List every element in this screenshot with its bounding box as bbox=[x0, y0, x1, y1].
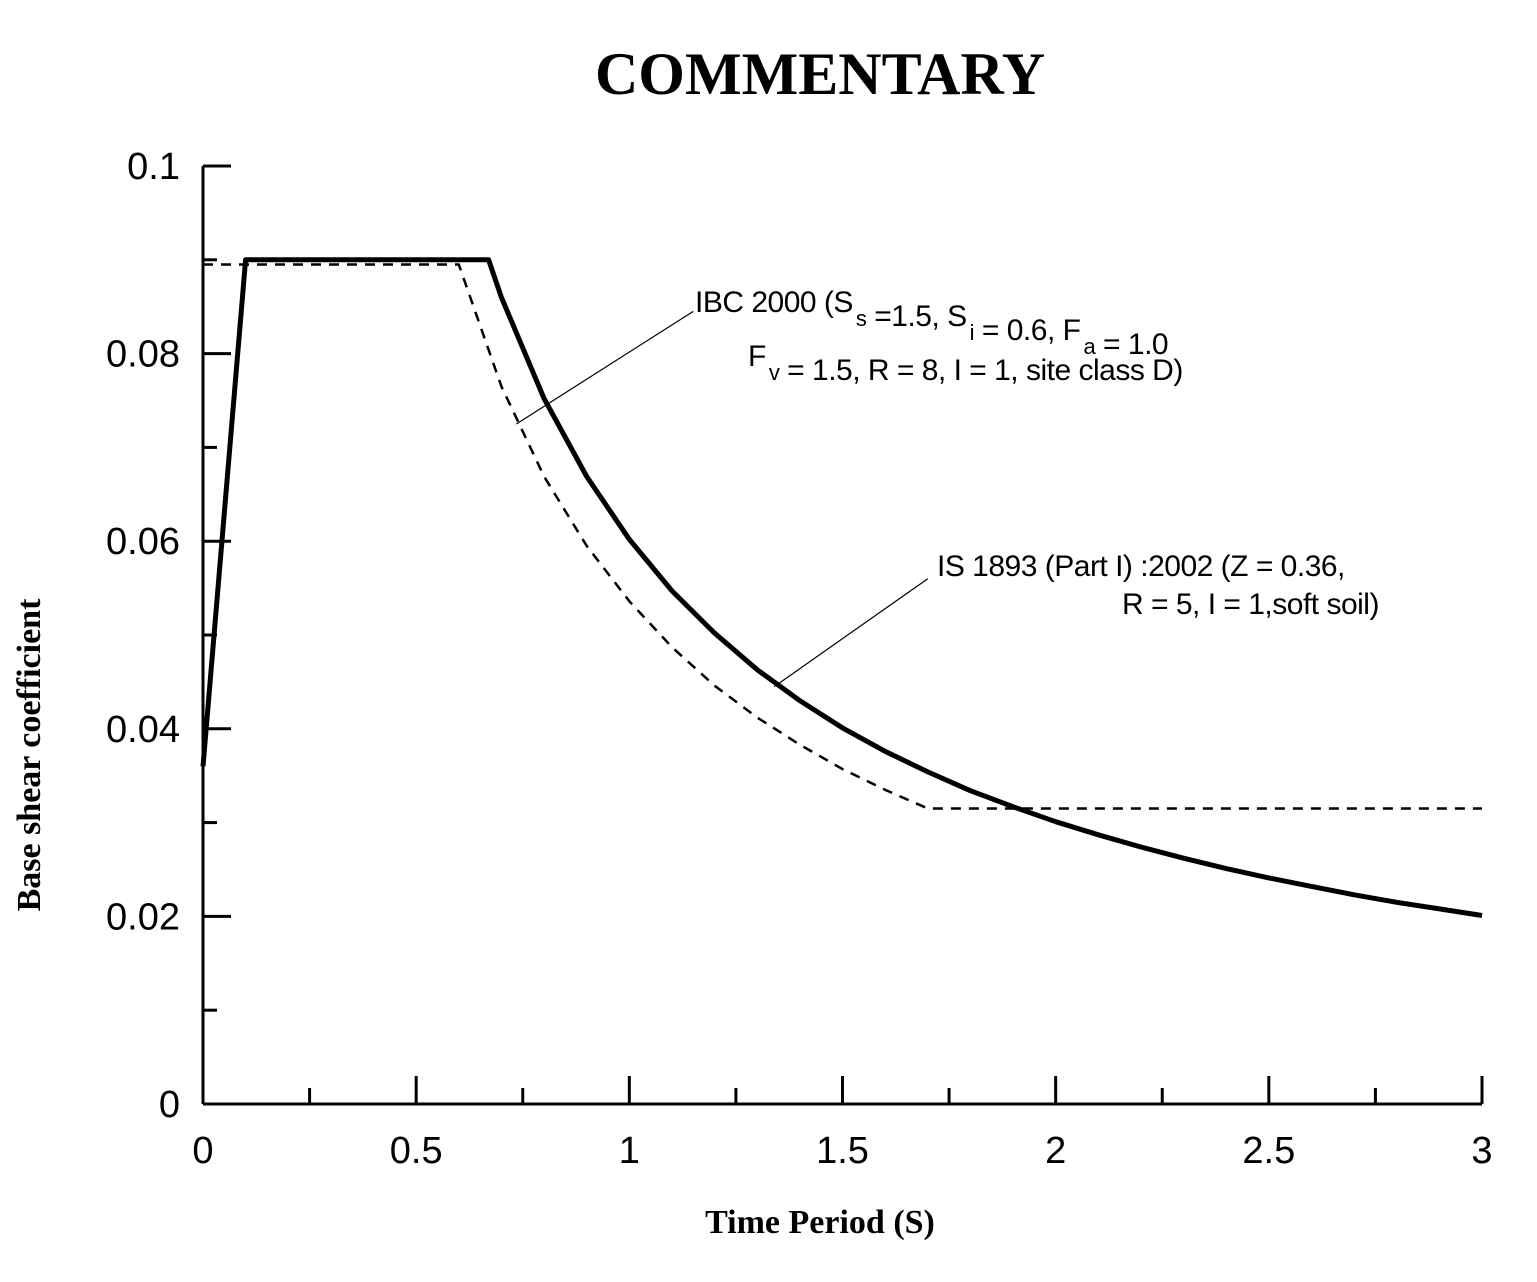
subscript: v bbox=[769, 360, 780, 385]
annotation-text-run: IS 1893 (Part I) :2002 (Z = 0.36, bbox=[937, 550, 1345, 583]
chart-title: COMMENTARY bbox=[595, 41, 1045, 107]
annotation-leader-line bbox=[773, 578, 929, 688]
y-tick-label: 0.02 bbox=[106, 896, 180, 938]
y-axis-label: Base shear coefficient bbox=[11, 598, 48, 912]
x-tick-label: 2.5 bbox=[1242, 1130, 1295, 1172]
y-tick-label: 0.04 bbox=[106, 709, 180, 751]
x-axis-label: Time Period (S) bbox=[705, 1204, 935, 1241]
annotation-leader-line bbox=[516, 310, 694, 425]
x-tick-label: 0 bbox=[192, 1130, 213, 1172]
tick-labels: 0 0.02 0.04 0.06 0.08 0.1 0 0.5 1 1.5 2 2.5 3 bbox=[106, 146, 1493, 1172]
y-tick-label: 0.08 bbox=[106, 334, 180, 376]
dashed-series-line bbox=[203, 263, 1482, 810]
x-tick-label: 0.5 bbox=[390, 1130, 443, 1172]
y-tick-label: 0.06 bbox=[106, 521, 180, 563]
subscript: s bbox=[856, 306, 867, 331]
x-tick-label: 1 bbox=[619, 1130, 640, 1172]
annotation-is1893-line1: IS 1893 (Part I) :2002 (Z = 0.36, bbox=[937, 550, 1345, 583]
x-tick-label: 3 bbox=[1471, 1130, 1492, 1172]
annotation-is1893-line2: R = 5, I = 1,soft soil) bbox=[1122, 588, 1379, 621]
subscript: a bbox=[1083, 334, 1096, 359]
annotation-text-run: = 1.0 bbox=[1095, 328, 1168, 361]
y-tick-label: 0 bbox=[159, 1084, 180, 1126]
subscript: i bbox=[970, 320, 974, 345]
ticks bbox=[201, 164, 1484, 1106]
x-tick-label: 2 bbox=[1045, 1130, 1066, 1172]
annotation-text-run: IBC 2000 (S bbox=[695, 286, 853, 319]
annotation-text-run: F bbox=[748, 340, 766, 373]
annotation-text-run: = 0.6, F bbox=[974, 314, 1081, 347]
x-tick-label: 1.5 bbox=[816, 1130, 869, 1172]
series bbox=[200, 257, 1483, 918]
annotation-text-run: =1.5, S bbox=[866, 300, 966, 333]
y-tick-label: 0.1 bbox=[127, 146, 180, 188]
annotation-text-run: = 1.5, R = 8, I = 1, site class D) bbox=[779, 354, 1183, 387]
solid-series-line bbox=[200, 257, 1483, 918]
annotation-text-run: R = 5, I = 1,soft soil) bbox=[1122, 588, 1379, 621]
